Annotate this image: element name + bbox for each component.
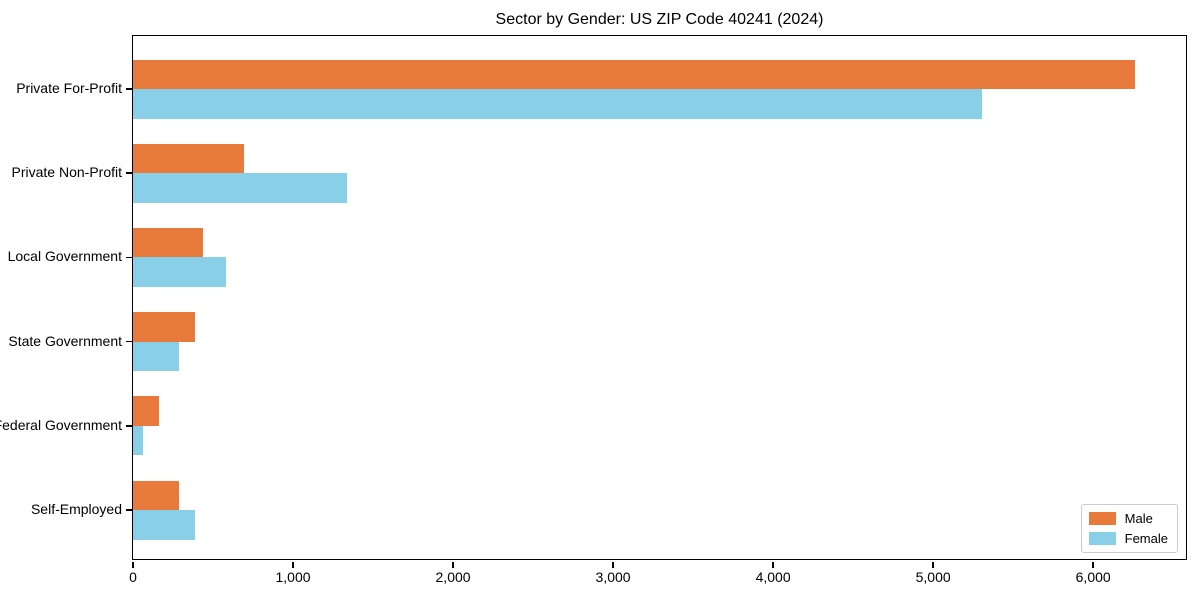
x-tick-mark — [452, 562, 454, 568]
legend: Male Female — [1080, 504, 1178, 553]
chart-title: Sector by Gender: US ZIP Code 40241 (202… — [495, 11, 824, 28]
bar-male-4 — [133, 396, 159, 426]
legend-label-female: Female — [1124, 531, 1168, 546]
x-tick-mark — [772, 562, 774, 568]
bar-female-0 — [133, 89, 982, 119]
category-label: Self-Employed — [30, 501, 122, 517]
female-color-swatch — [1088, 532, 1116, 545]
bar-male-3 — [133, 312, 196, 342]
category-label: Federal Government — [0, 416, 122, 433]
y-tick-mark — [125, 425, 132, 427]
legend-item-male: Male — [1088, 511, 1168, 526]
y-tick-mark — [125, 340, 132, 343]
x-tick-label: 0 — [129, 569, 137, 585]
x-tick-label: 4,000 — [755, 569, 791, 585]
bar-male-5 — [133, 480, 180, 510]
x-tick-mark — [132, 562, 134, 568]
bar-female-3 — [133, 341, 179, 372]
y-tick-mark — [125, 88, 132, 90]
plot-area: 0 1,000 2,000 3,000 4,000 5,000 6,000 Male Fem… — [125, 35, 1187, 585]
x-tick-mark — [292, 562, 294, 568]
bar-female-2 — [133, 257, 226, 287]
x-tick-label: 6,000 — [1075, 569, 1111, 585]
category-label: State Government — [8, 332, 122, 349]
category-label: Local Government — [7, 248, 122, 265]
legend-label-male: Male — [1124, 511, 1153, 526]
legend-item-female: Female — [1088, 531, 1168, 546]
bar-male-2 — [133, 227, 204, 258]
x-tick-label: 2,000 — [435, 569, 471, 585]
x-tick-mark — [932, 562, 934, 568]
x-tick-label: 3,000 — [595, 569, 631, 585]
bar-female-1 — [133, 173, 347, 203]
bar-male-1 — [133, 143, 245, 174]
y-tick-mark — [125, 256, 132, 259]
male-color-swatch — [1088, 512, 1116, 525]
x-tick-mark — [1092, 562, 1094, 568]
x-tick-label: 5,000 — [915, 569, 951, 585]
y-tick-mark — [125, 172, 132, 174]
category-label: Private Non-Profit — [11, 164, 122, 181]
y-tick-mark — [125, 509, 132, 511]
x-tick-mark — [612, 562, 614, 568]
bar-female-5 — [133, 510, 196, 540]
bar-male-0 — [133, 59, 1135, 89]
category-label: Private For-Profit — [16, 80, 122, 96]
x-tick-label: 1,000 — [275, 569, 311, 585]
bar-female-4 — [133, 425, 144, 456]
